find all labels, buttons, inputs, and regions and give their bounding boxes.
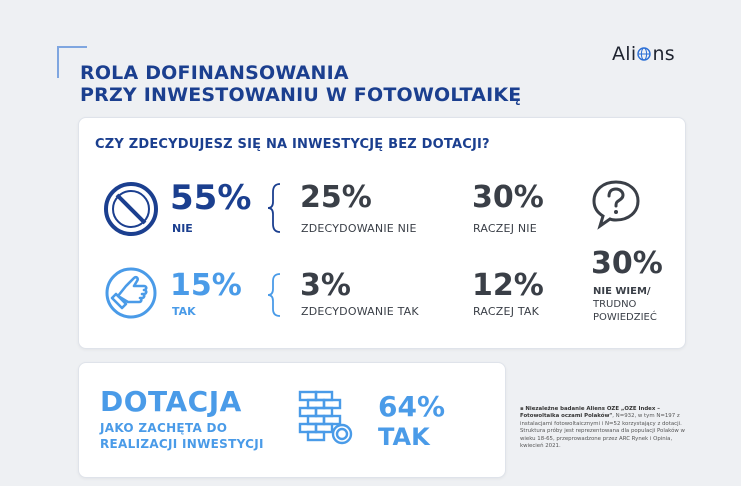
coin-stack-icon	[298, 390, 353, 445]
question-bubble-icon	[592, 180, 640, 230]
globe-icon	[637, 47, 652, 61]
yes-rather-label: RACZEJ TAK	[473, 305, 540, 318]
prohibited-icon	[104, 182, 158, 236]
subsidy-value: 64%	[378, 390, 446, 423]
dont-know-label-1: NIE WIEM/	[593, 286, 651, 297]
dont-know-label-2: TRUDNO	[593, 299, 637, 310]
brace-yes	[267, 273, 281, 317]
thumbs-up-icon	[105, 267, 157, 319]
subsidy-card	[78, 362, 506, 478]
subsidy-subtitle: JAKO ZACHĘTA DO REALIZACJI INWESTYCJI	[100, 420, 264, 452]
yes-definitely-value: 3%	[300, 268, 351, 303]
title-line-2: PRZY INWESTOWANIU W FOTOWOLTAIKĘ	[80, 84, 522, 106]
subsidy-title: DOTACJA	[100, 385, 242, 418]
footnote-bold: Niezależne badanie Aliens OZE „OZE Index…	[520, 406, 660, 420]
survey-card	[78, 117, 686, 349]
page-title: ROLA DOFINANSOWANIA PRZY INWESTOWANIU W …	[80, 62, 521, 106]
dont-know-value: 30%	[591, 246, 663, 281]
no-rather-label: RACZEJ NIE	[473, 222, 537, 235]
no-definitely-value: 25%	[300, 180, 372, 215]
dont-know-label-3: POWIEDZIEĆ	[593, 312, 657, 323]
no-total-label: NIE	[172, 222, 193, 235]
yes-rather-value: 12%	[472, 268, 544, 303]
subsidy-value-label: TAK	[378, 423, 430, 451]
yes-total-value: 15%	[170, 268, 242, 303]
yes-definitely-label: ZDECYDOWANIE TAK	[301, 305, 419, 318]
corner-accent-vertical	[57, 46, 59, 78]
dont-know-label: NIE WIEM/ TRUDNO POWIEDZIEĆ	[593, 285, 657, 324]
logo-text-a: Ali	[612, 43, 637, 65]
title-line-1: ROLA DOFINANSOWANIA	[80, 62, 349, 84]
survey-question: CZY ZDECYDUJESZ SIĘ NA INWESTYCJĘ BEZ DO…	[95, 137, 490, 152]
no-rather-value: 30%	[472, 180, 544, 215]
footnote-rest: , N=932, w tym N=197 z instalacjami foto…	[520, 413, 685, 450]
no-total-value: 55%	[170, 178, 252, 218]
footnote: ▪ Niezależne badanie Aliens OZE „OZE Ind…	[520, 406, 690, 450]
corner-accent-horizontal	[57, 46, 87, 48]
subsidy-subtitle-2: REALIZACJI INWESTYCJI	[100, 437, 264, 451]
yes-total-label: TAK	[172, 305, 196, 318]
brand-logo: Ali ns	[612, 43, 675, 65]
footnote-bullet: ▪	[520, 406, 526, 412]
logo-text-b: ns	[652, 43, 676, 65]
subsidy-subtitle-1: JAKO ZACHĘTA DO	[100, 421, 228, 435]
no-definitely-label: ZDECYDOWANIE NIE	[301, 222, 417, 235]
brace-no	[267, 183, 281, 233]
